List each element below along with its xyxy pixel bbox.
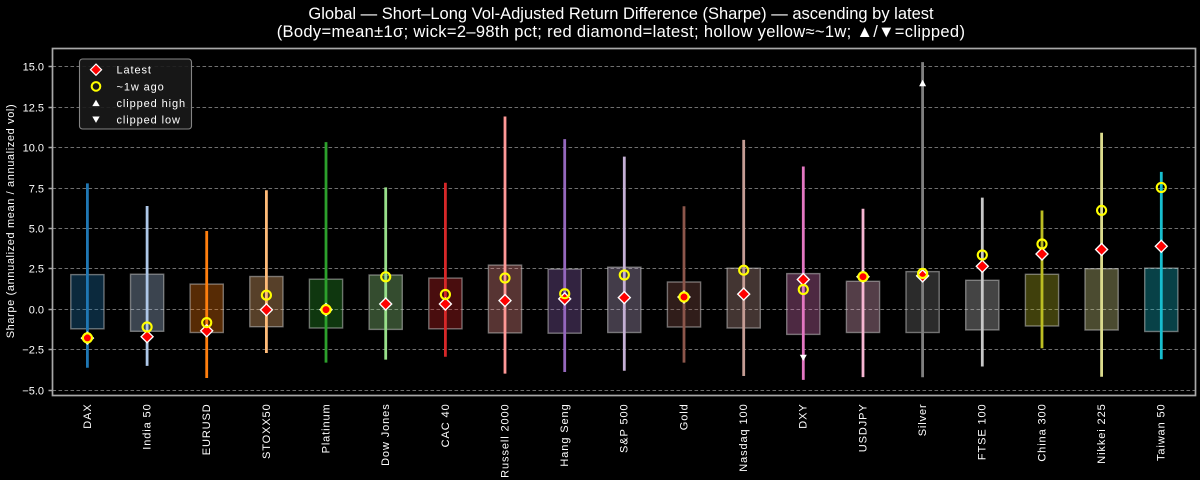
svg-text:Global — Short–Long Vol-Adjust: Global — Short–Long Vol-Adjusted Return … [308,5,934,23]
svg-text:−5.0: −5.0 [22,386,44,398]
svg-text:FTSE 100: FTSE 100 [977,403,989,460]
svg-text:Sharpe (annualized mean / annu: Sharpe (annualized mean / annualized vol… [5,104,17,339]
svg-text:USDJPY: USDJPY [857,403,869,452]
svg-text:EURUSD: EURUSD [201,403,213,455]
svg-text:10.0: 10.0 [23,143,44,155]
svg-text:China 300: China 300 [1036,403,1048,461]
svg-text:clipped high: clipped high [117,98,187,110]
svg-text:Russell 2000: Russell 2000 [499,403,511,477]
svg-text:Gold: Gold [678,403,690,430]
svg-text:clipped low: clipped low [117,115,181,127]
svg-text:STOXX50: STOXX50 [261,403,273,459]
svg-text:CAC 40: CAC 40 [440,403,452,447]
svg-text:−2.5: −2.5 [22,345,44,357]
svg-text:5.0: 5.0 [29,224,44,236]
svg-text:Nasdaq 100: Nasdaq 100 [738,403,750,471]
svg-text:12.5: 12.5 [23,103,44,115]
svg-text:Nikkei 225: Nikkei 225 [1096,403,1108,463]
svg-text:Platinum: Platinum [320,403,332,453]
svg-text:India 50: India 50 [142,403,154,449]
svg-text:Silver: Silver [917,403,929,436]
svg-text:15.0: 15.0 [23,62,44,74]
svg-text:~1w ago: ~1w ago [117,81,165,93]
svg-text:2.5: 2.5 [29,264,44,276]
svg-text:S&P 500: S&P 500 [619,403,631,453]
svg-text:Dow Jones: Dow Jones [380,403,392,466]
svg-text:Taiwan 50: Taiwan 50 [1156,403,1168,461]
svg-text:DXY: DXY [798,403,810,428]
svg-text:7.5: 7.5 [29,184,44,196]
svg-text:Hang Seng: Hang Seng [559,403,571,466]
svg-text:0.0: 0.0 [29,305,44,317]
svg-text:DAX: DAX [82,403,94,428]
svg-text:Latest: Latest [117,65,152,77]
svg-text:(Body=mean±1σ; wick=2–98th pct: (Body=mean±1σ; wick=2–98th pct; red diam… [277,23,966,41]
